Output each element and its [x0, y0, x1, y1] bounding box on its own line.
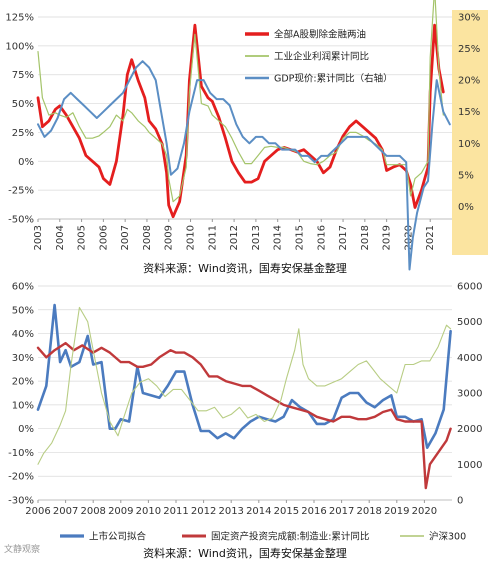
chart2-gridlines: [38, 285, 452, 501]
x-tick-label: 2006: [98, 225, 109, 250]
chart1-left-axis: -50% -25% 0% 25% 50% 75% 100% 125%: [5, 13, 34, 226]
x-tick-label: 2008: [80, 506, 105, 517]
chart2-series: [36, 303, 452, 490]
left-tick-label: 0%: [18, 424, 34, 435]
left-tick-label: -50%: [8, 215, 34, 226]
left-tick-label: 25%: [12, 128, 34, 139]
x-tick-label: 2016: [301, 506, 326, 517]
x-tick-label: 2015: [274, 506, 299, 517]
left-tick-label: 10%: [12, 400, 34, 411]
x-tick-label: 2017: [329, 506, 354, 517]
x-tick-label: 2021: [425, 225, 436, 250]
right-tick-label: 15%: [458, 107, 480, 118]
right-tick-label: 5%: [458, 170, 474, 181]
chart1-gridlines: [38, 16, 452, 220]
x-tick-label: 2006: [25, 506, 50, 517]
x-tick-label: 2011: [207, 225, 218, 250]
x-tick-label: 2019: [382, 225, 393, 250]
chart2-x-axis: 2006 2007 2008 2009 2010 2011 2012 2013 2014 2015…: [25, 499, 452, 517]
series-line-3: [37, 60, 451, 271]
chart1-right-axis: 0% 5% 10% 15% 20% 25% 30%: [458, 13, 480, 213]
x-tick-label: 2010: [186, 225, 197, 250]
left-tick-label: 125%: [5, 13, 34, 24]
left-tick-label: 60%: [12, 282, 34, 293]
left-tick-label: 100%: [5, 41, 34, 52]
x-tick-label: 2012: [191, 506, 216, 517]
x-tick-label: 2004: [55, 225, 66, 250]
chart2-legend: 上市公司拟合 固定资产投资完成额:制造业:累计同比 沪深300: [60, 531, 466, 543]
x-tick-label: 2009: [108, 506, 133, 517]
legend-label: 上市公司拟合: [89, 531, 147, 543]
series-line-1: [36, 303, 452, 449]
right-tick-label: 1000: [457, 460, 482, 471]
x-tick-label: 2007: [53, 506, 78, 517]
x-tick-label: 2013: [251, 225, 262, 250]
right-tick-label: 6000: [457, 282, 482, 293]
x-tick-label: 2020: [412, 506, 437, 517]
series-line-2: [36, 341, 452, 490]
x-tick-label: 2013: [218, 506, 243, 517]
right-tick-label: 20%: [458, 76, 480, 87]
x-tick-label: 2015: [294, 225, 305, 250]
left-tick-label: 50%: [12, 305, 34, 316]
chart2-source: 资料来源：Wind资讯，国寿安保基金整理: [143, 546, 347, 560]
right-tick-label: 3000: [457, 389, 482, 400]
x-tick-label: 2007: [120, 225, 131, 250]
right-tick-label: 2000: [457, 424, 482, 435]
x-tick-label: 2018: [356, 506, 381, 517]
chart1-highlight-region: [452, 10, 488, 255]
right-tick-label: 0%: [458, 202, 474, 213]
x-tick-label: 2010: [136, 506, 161, 517]
chart1-x-axis: 2003 2004 2005 2006 2007 2008 2009 2010 2011 2012…: [33, 218, 452, 250]
right-tick-label: 30%: [458, 13, 480, 24]
x-tick-label: 2018: [360, 225, 371, 250]
legend-label: 工业企业利润累计同比: [274, 51, 369, 63]
left-tick-label: -30%: [8, 496, 34, 507]
legend-label: 固定资产投资完成额:制造业:累计同比: [211, 531, 369, 543]
left-tick-label: 30%: [12, 353, 34, 364]
series-line-1: [36, 23, 445, 219]
right-tick-label: 5000: [457, 317, 482, 328]
right-tick-label: 25%: [458, 44, 480, 55]
left-tick-label: 0%: [18, 157, 34, 168]
x-tick-label: 2009: [164, 225, 175, 250]
right-tick-label: 0: [457, 496, 463, 507]
right-tick-label: 10%: [458, 139, 480, 150]
legend-label: 沪深300: [429, 531, 466, 543]
left-tick-label: -25%: [8, 186, 34, 197]
x-tick-label: 2008: [142, 225, 153, 250]
left-tick-label: 75%: [12, 70, 34, 81]
chart1-series: [36, 0, 451, 271]
series-line-3: [37, 306, 452, 465]
left-tick-label: -20%: [8, 472, 34, 483]
legend-label: GDP现价:累计同比（右轴）: [274, 73, 393, 85]
legend-label: 全部A股剔除金融两油: [274, 29, 366, 41]
chart2-right-axis: 0 1000 2000 3000 4000 5000 6000: [457, 282, 482, 507]
x-tick-label: 2016: [316, 225, 327, 250]
series-line-2: [37, 0, 444, 203]
right-tick-label: 4000: [457, 353, 482, 364]
watermark: 文静观察: [4, 543, 40, 555]
left-tick-label: -10%: [8, 448, 34, 459]
chart1-source: 资料来源：Wind资讯，国寿安保基金整理: [143, 261, 347, 275]
chart2-left-axis: -30% -20% -10% 0% 10% 20% 30% 40% 50% 60%: [8, 282, 34, 507]
x-tick-label: 2014: [273, 225, 284, 250]
x-tick-label: 2005: [77, 225, 88, 250]
x-tick-label: 2012: [229, 225, 240, 250]
x-tick-label: 2003: [33, 225, 44, 250]
x-tick-label: 2017: [338, 225, 349, 250]
x-tick-label: 2014: [246, 506, 271, 517]
left-tick-label: 40%: [12, 329, 34, 340]
left-tick-label: 20%: [12, 377, 34, 388]
x-tick-label: 2011: [163, 506, 188, 517]
left-tick-label: 50%: [12, 99, 34, 110]
x-tick-label: 2019: [384, 506, 409, 517]
